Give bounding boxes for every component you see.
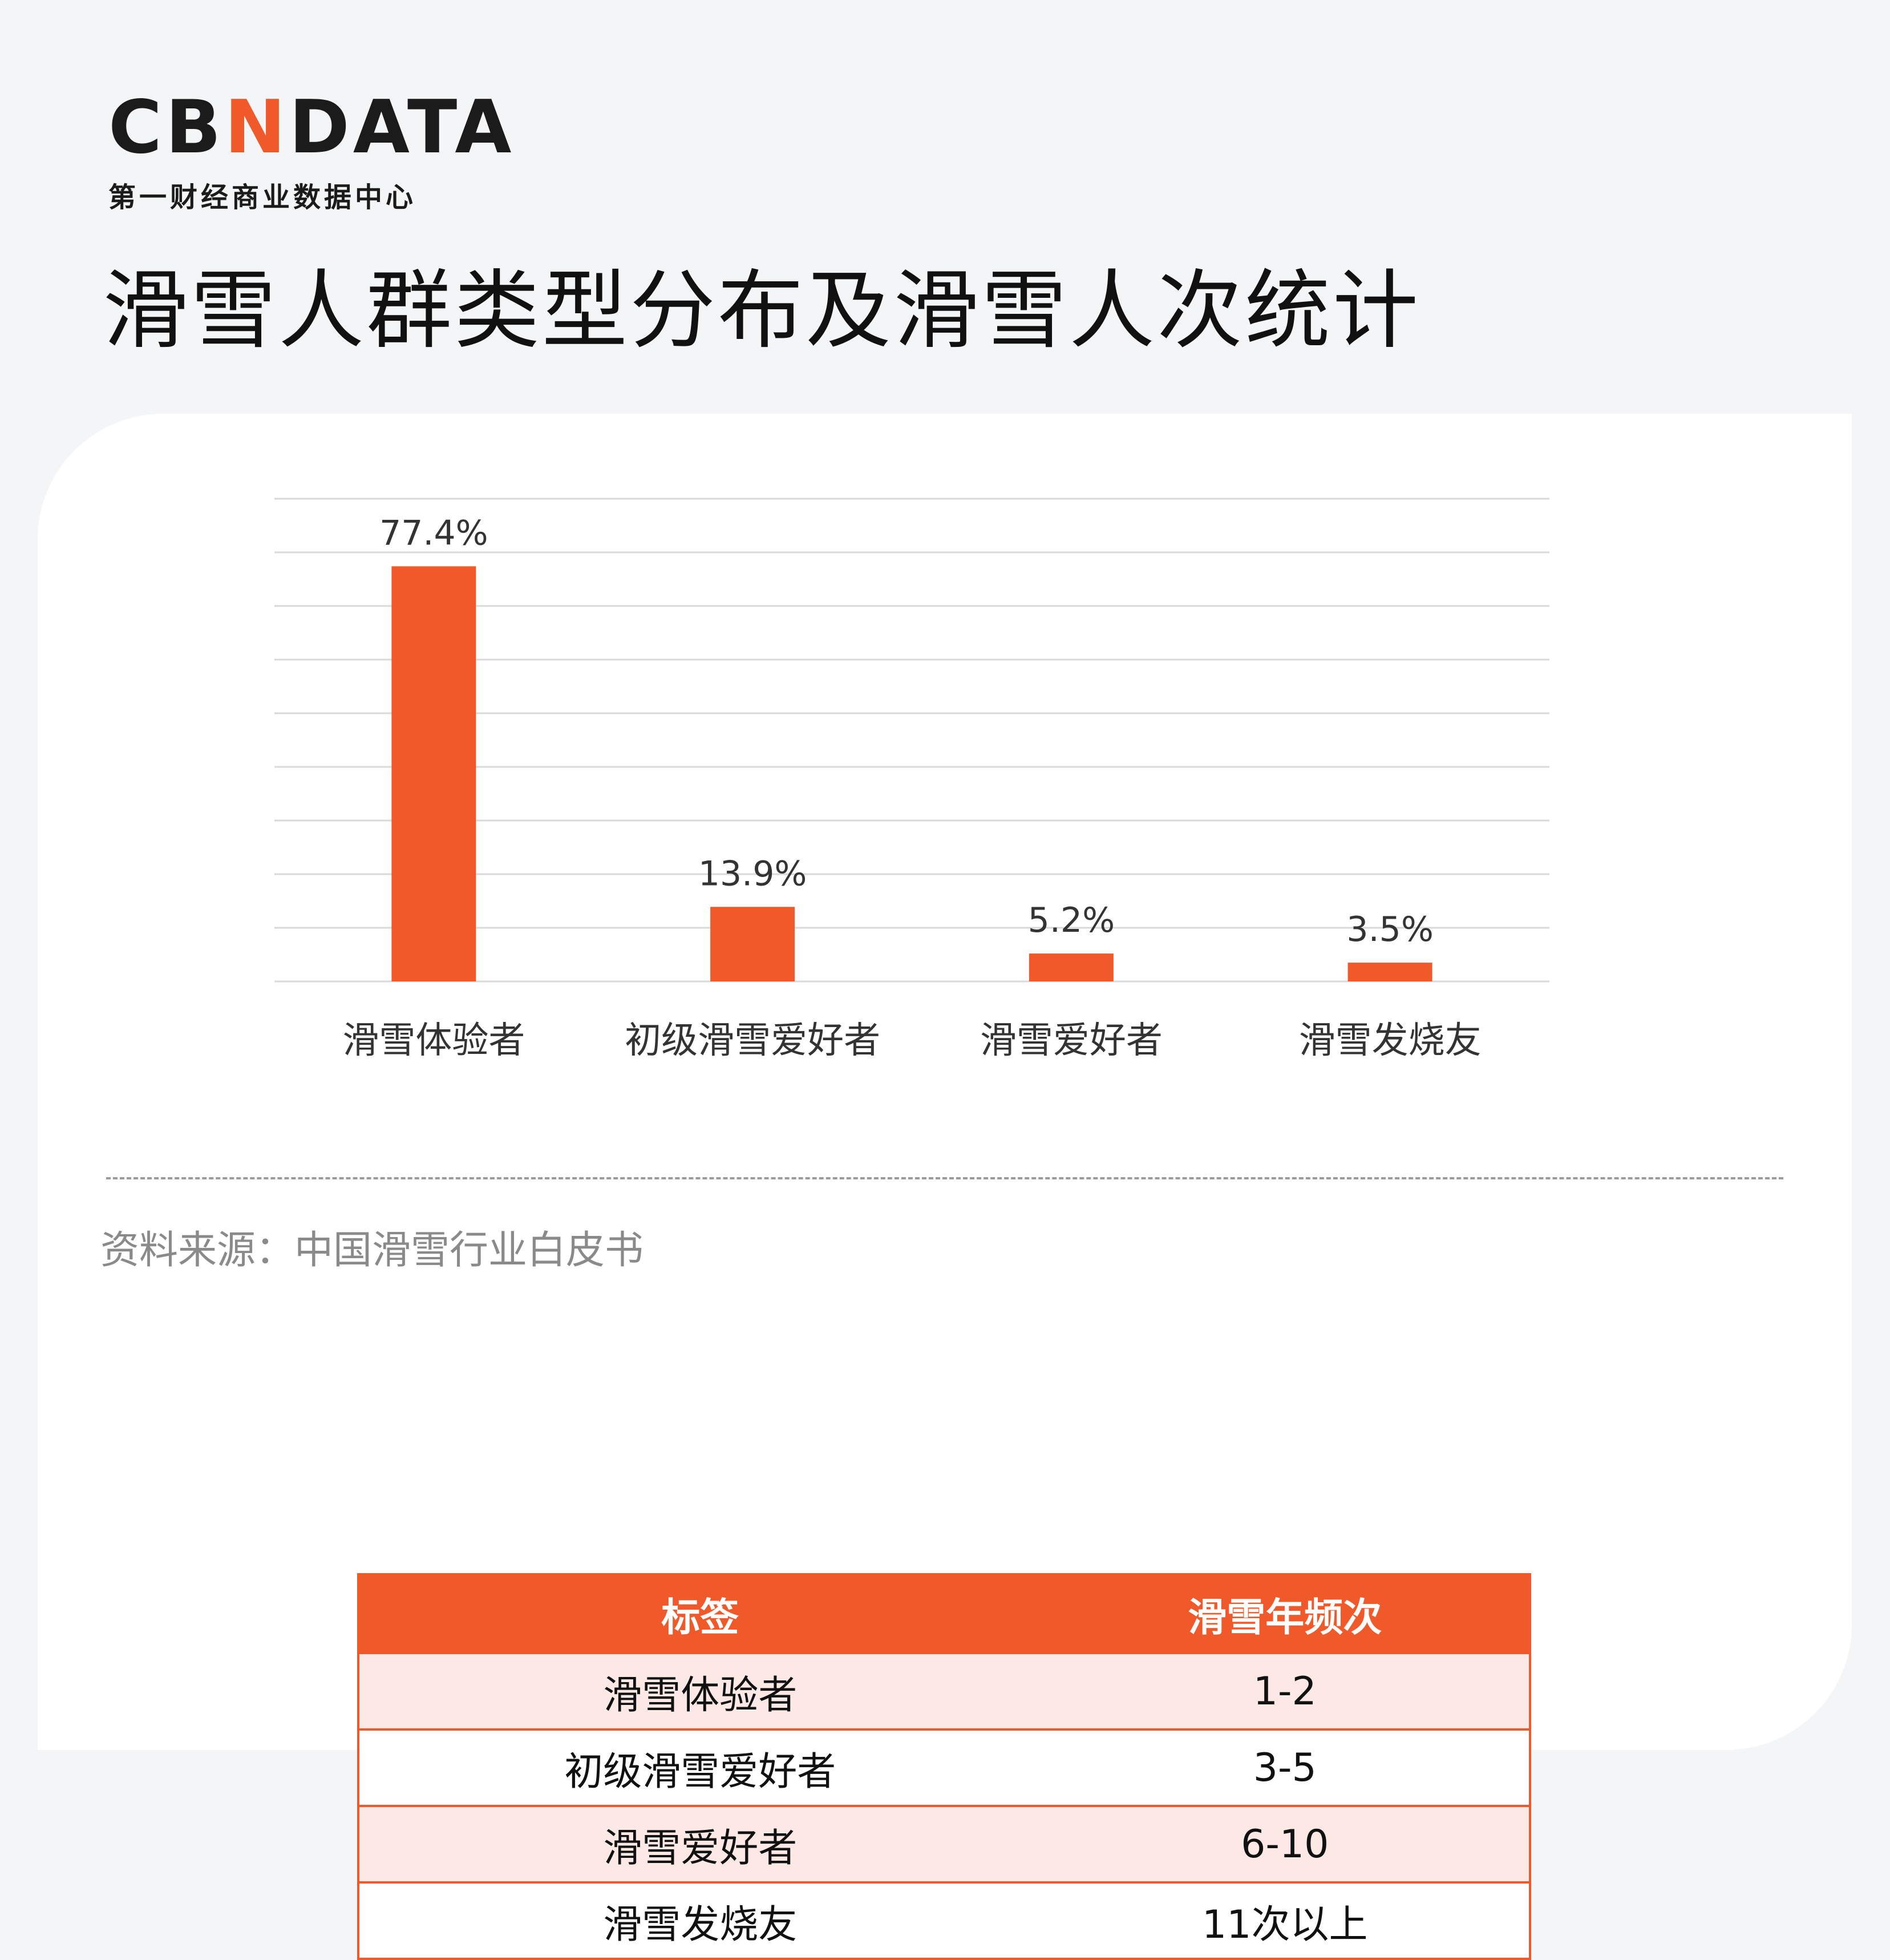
frequency-table: 标签 滑雪年频次 滑雪体验者 1-2 初级滑雪爱好者 3-5 滑雪爱好者 6-1… (357, 1573, 1531, 1960)
table-row: 滑雪发烧友 11次以上 (358, 1881, 1530, 1959)
category-label: 滑雪体验者 (342, 1020, 525, 1062)
logo-wordmark: CBNDATA (108, 91, 515, 164)
bar (710, 907, 795, 981)
logo-text-data: DATA (289, 85, 515, 170)
page-title: 滑雪人群类型分布及滑雪人次统计 (103, 261, 1421, 361)
table-header-frequency: 滑雪年频次 (1041, 1574, 1530, 1653)
logo-text-mark: N (224, 85, 289, 170)
logo: CBNDATA 第一财经商业数据中心 (108, 91, 515, 215)
chart-category-labels: 滑雪体验者 初级滑雪爱好者 滑雪爱好者 滑雪发烧友 (342, 1020, 1481, 1062)
chart-value-labels: 77.4% 13.9% 5.2% 3.5% (379, 513, 1434, 949)
table-cell-frequency: 1-2 (1041, 1652, 1530, 1729)
category-label: 初级滑雪爱好者 (625, 1020, 880, 1062)
table-cell-frequency: 11次以上 (1041, 1881, 1530, 1959)
category-label: 滑雪爱好者 (980, 1020, 1163, 1062)
logo-text-cb: CB (108, 85, 225, 170)
bar-value-label: 13.9% (698, 854, 807, 894)
content-card: 77.4% 13.9% 5.2% 3.5% 滑雪体验者 初级滑雪爱好者 滑雪爱好者 滑雪发烧… (38, 414, 1852, 1960)
source-note: 资料来源：中国滑雪行业白皮书 (100, 1228, 644, 1273)
table-cell-frequency: 6-10 (1041, 1805, 1530, 1882)
bar (1347, 963, 1432, 981)
bar (1029, 953, 1114, 981)
category-label: 滑雪发烧友 (1299, 1020, 1482, 1062)
chart-bars (391, 566, 1432, 981)
bar-value-label: 3.5% (1346, 910, 1433, 949)
footer-divider (106, 1177, 1783, 1179)
table-cell-label: 滑雪体验者 (358, 1652, 1041, 1729)
bar-value-label: 77.4% (379, 513, 488, 553)
chart-gridlines (274, 498, 1549, 983)
table-cell-label: 滑雪爱好者 (358, 1805, 1041, 1882)
table-header-label: 标签 (358, 1574, 1041, 1653)
bar-chart: 77.4% 13.9% 5.2% 3.5% 滑雪体验者 初级滑雪爱好者 滑雪爱好者 滑雪发烧… (274, 498, 1549, 1062)
table-cell-frequency: 3-5 (1041, 1728, 1530, 1806)
bar-value-label: 5.2% (1028, 900, 1115, 940)
frequency-table-wrap: 标签 滑雪年频次 滑雪体验者 1-2 初级滑雪爱好者 3-5 滑雪爱好者 6-1… (357, 1573, 1531, 1960)
logo-subtitle: 第一财经商业数据中心 (108, 181, 417, 213)
table-row: 初级滑雪爱好者 3-5 (358, 1728, 1530, 1806)
table-row: 滑雪爱好者 6-10 (358, 1805, 1530, 1882)
table-header-row: 标签 滑雪年频次 (358, 1574, 1530, 1653)
table-row: 滑雪体验者 1-2 (358, 1652, 1530, 1729)
table-cell-label: 初级滑雪爱好者 (358, 1728, 1041, 1806)
bar (391, 566, 476, 981)
table-cell-label: 滑雪发烧友 (358, 1881, 1041, 1959)
